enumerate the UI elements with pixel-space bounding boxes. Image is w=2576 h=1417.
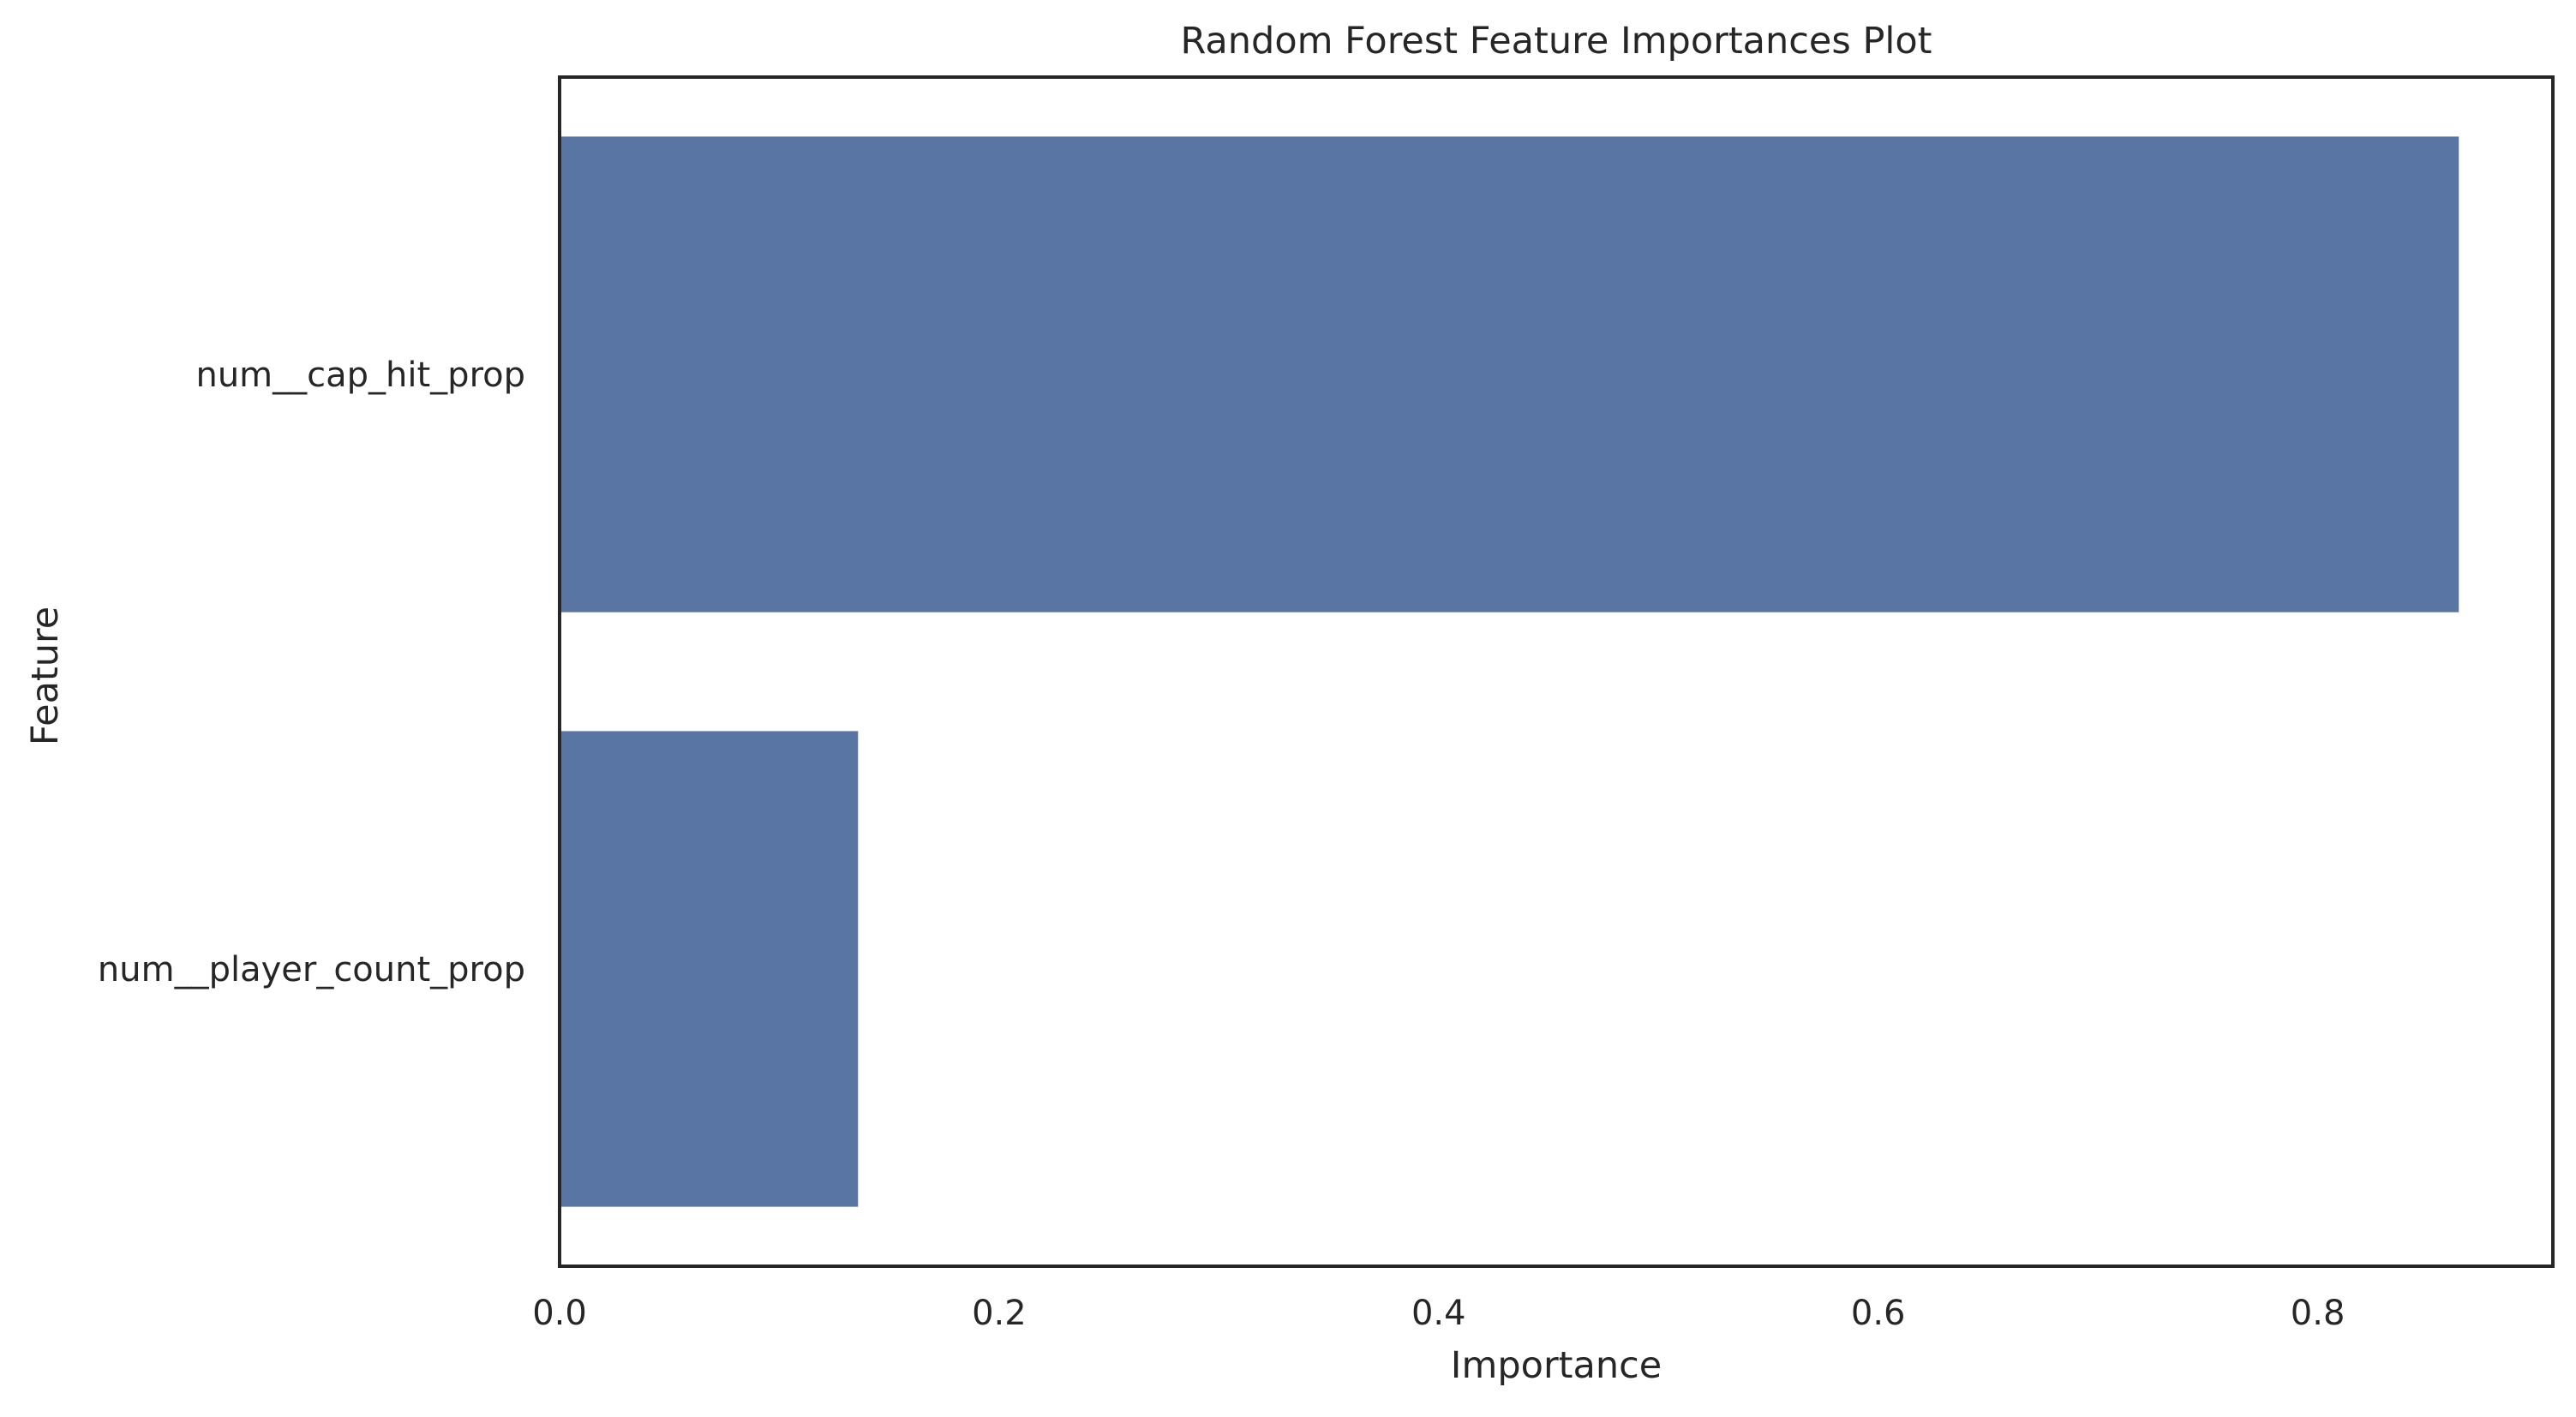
y-tick-labels: num__cap_hit_prop num__player_count_prop xyxy=(98,356,525,990)
plot-frame xyxy=(558,75,2555,1268)
x-tick-label: 0.0 xyxy=(532,1294,587,1333)
y-tick-label: num__player_count_prop xyxy=(98,950,525,990)
bars xyxy=(560,136,2459,1207)
x-tick-label: 0.2 xyxy=(972,1294,1027,1333)
x-axis-label: Importance xyxy=(1451,1344,1662,1387)
y-axis-label: Feature xyxy=(24,607,67,746)
bar-num__player_count_prop xyxy=(560,731,859,1207)
x-tick-label: 0.8 xyxy=(2291,1294,2345,1333)
bar-num__cap_hit_prop xyxy=(560,136,2459,613)
x-tick-label: 0.4 xyxy=(1411,1294,1466,1333)
x-axis-ticks: 0.0 0.2 0.4 0.6 0.8 xyxy=(532,1294,2345,1333)
y-tick-label: num__cap_hit_prop xyxy=(195,356,525,395)
x-tick-label: 0.6 xyxy=(1851,1294,1906,1333)
chart-title: Random Forest Feature Importances Plot xyxy=(1180,20,1932,63)
